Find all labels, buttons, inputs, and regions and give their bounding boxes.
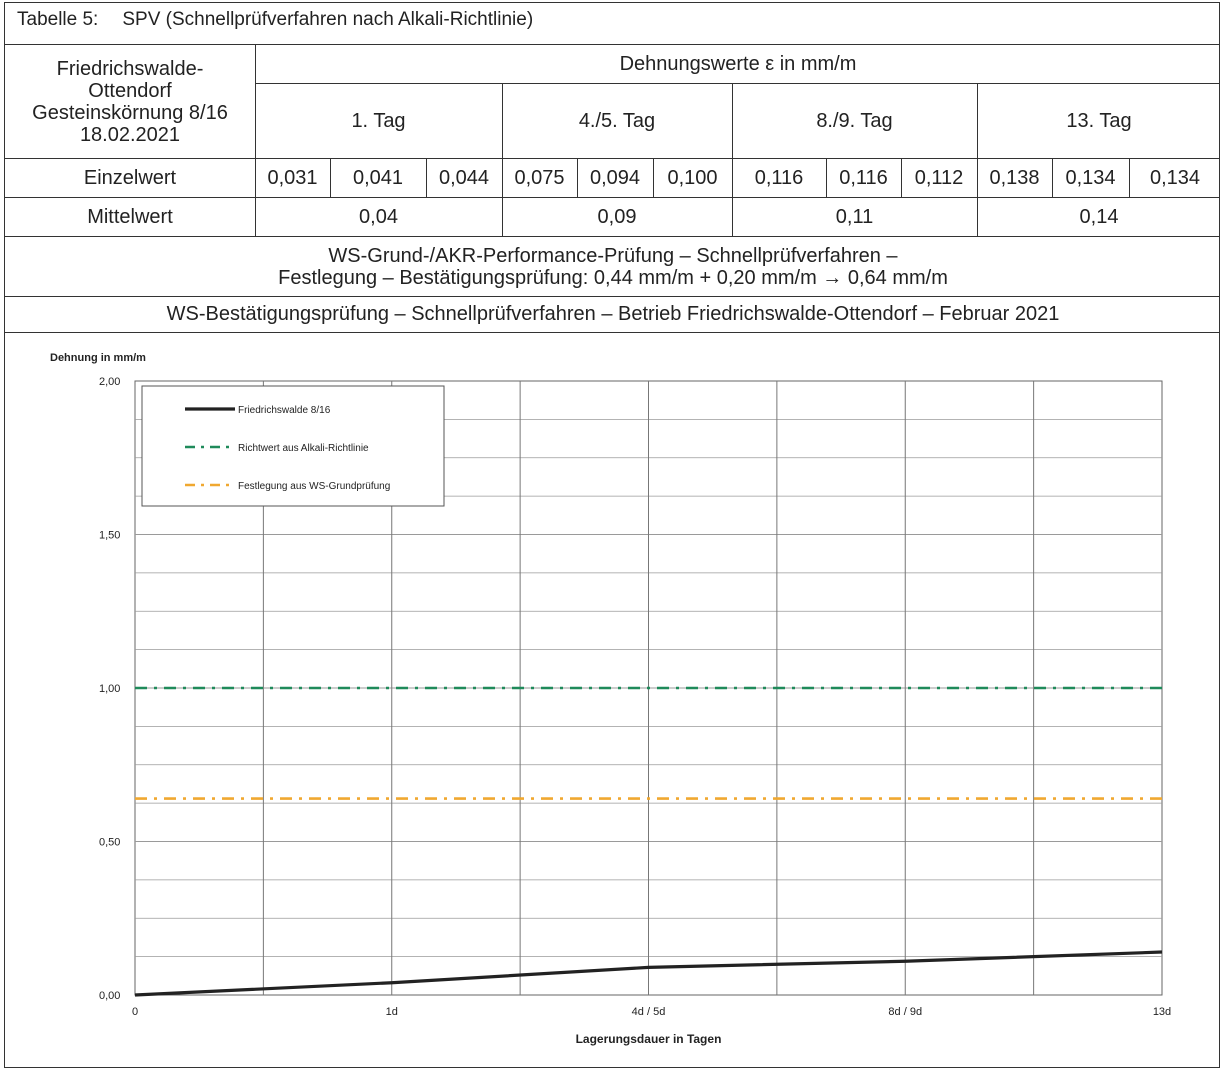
caption-text: SPV (Schnellprüfverfahren nach Alkali-Ri… [122,9,534,30]
group-header: Dehnungswerte ε in mm/m [619,52,857,75]
series-line [134,950,1163,997]
value-cell: 0,100 [667,166,718,189]
value-cell: 0,134 [1149,166,1201,189]
rule [5,236,1219,237]
rule [502,83,503,236]
rule [977,83,978,236]
mean-cell: 0,11 [835,205,874,228]
rule [5,197,1219,198]
rule [330,158,331,197]
legend-label: Friedrichswalde 8/16 [238,405,331,416]
mean-cell: 0,04 [359,205,398,228]
rule [5,44,1219,45]
y-axis-label: Dehnung in mm/m [50,352,146,364]
value-cell: 0,031 [267,166,318,189]
day-header: 8./9. Tag [816,109,893,132]
y-tick-label: 0,50 [99,837,120,849]
y-tick-label: 2,00 [99,376,120,388]
rule [5,332,1219,333]
rule [1129,158,1130,197]
day-header: 1. Tag [351,109,406,132]
value-cell: 0,075 [514,166,565,189]
note-line: Festlegung – Bestätigungsprüfung: 0,44 m… [278,266,948,289]
x-tick-label: 1d [386,1006,398,1018]
rule [1052,158,1053,197]
value-cell: 0,094 [589,166,641,189]
value-cell: 0,112 [914,166,964,189]
value-cell: 0,116 [754,166,804,189]
rule [255,83,1219,84]
row-label-mittelwert: Mittelwert [87,205,173,228]
mean-cell: 0,09 [597,205,637,228]
x-tick-label: 8d / 9d [888,1006,922,1018]
day-header: 4./5. Tag [578,109,656,132]
value-cell: 0,138 [989,166,1040,189]
confirmation-note: WS-Bestätigungsprüfung – Schnellprüfverf… [166,303,1060,325]
y-tick-label: 0,00 [99,990,120,1002]
performance-note: WS-Grund-/AKR-Performance-Prüfung – Schn… [5,237,1221,296]
table-caption: Tabelle 5: SPV (Schnellprüfverfahren nach… [17,9,533,31]
sample-line: Ottendorf [88,80,172,102]
legend-label: Richtwert aus Alkali-Richtlinie [238,443,369,454]
rule [577,158,578,197]
rule [653,158,654,197]
rule [826,158,827,197]
mean-cell: 0,14 [1079,205,1119,228]
x-tick-label: 4d / 5d [632,1006,666,1018]
x-tick-label: 0 [132,1006,138,1018]
y-tick-label: 1,50 [99,530,120,542]
rule [5,158,1219,159]
caption-number: Tabelle 5: [17,9,99,30]
value-cell: 0,041 [352,166,404,189]
y-tick-label: 1,00 [99,683,120,695]
sample-header: Friedrichswalde- Ottendorf Gesteinskörnu… [5,46,255,158]
sample-line: 18.02.2021 [79,124,181,146]
row-label-einzelwert: Einzelwert [83,166,177,189]
rule [732,83,733,236]
value-cell: 0,044 [438,166,490,189]
x-tick-label: 13d [1153,1006,1171,1018]
value-cell: 0,116 [839,166,888,189]
expansion-chart: 0,00 0,50 1,00 1,50 2,00 0 1d 4d / 5d 8d / 9d 13d… [50,352,1171,1046]
legend-label: Festlegung aus WS-Grundprüfung [238,481,390,492]
rule [5,296,1219,297]
x-axis-label: Lagerungsdauer in Tagen [576,1032,722,1046]
rule [426,158,427,197]
document-page: Tabelle 5: SPV (Schnellprüfverfahren nach… [4,2,1220,1068]
value-cell: 0,134 [1065,166,1116,189]
rule [255,44,256,236]
sample-line: Friedrichswalde- [56,58,204,80]
sample-line: Gesteinskörnung 8/16 [32,102,228,124]
note-line: WS-Grund-/AKR-Performance-Prüfung – Schn… [328,244,898,267]
day-header: 13. Tag [1066,109,1132,132]
rule [901,158,902,197]
